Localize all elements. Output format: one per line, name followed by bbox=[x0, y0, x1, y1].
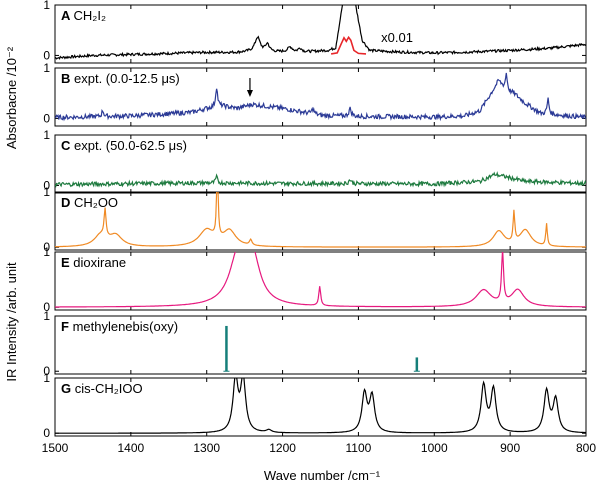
x-tick-label: 800 bbox=[576, 441, 596, 455]
y-tick-label: 1 bbox=[43, 245, 50, 259]
panel-frame bbox=[54, 4, 587, 64]
panel-label: C expt. (50.0-62.5 μs) bbox=[61, 138, 187, 153]
panel-label: G cis-CH₂IOO bbox=[61, 381, 143, 396]
y-tick-label: 0 bbox=[43, 48, 50, 62]
y-axis-label-ir-intensity: IR Intensity /arb. unit bbox=[4, 262, 19, 382]
x-axis-label: Wave number /cm⁻¹ bbox=[264, 468, 381, 483]
panel-frame bbox=[54, 315, 587, 375]
panel-label: D CH₂OO bbox=[61, 195, 118, 210]
inset-series bbox=[330, 35, 367, 55]
x-tick-label: 1000 bbox=[421, 441, 448, 455]
series-B bbox=[55, 72, 586, 122]
panel-F: 0 1 F methylenebis(oxy) bbox=[43, 309, 587, 378]
y-tick-label: 1 bbox=[43, 61, 50, 75]
x-axis: 1500 1400 1300 1200 1100 1000 900 800 bbox=[42, 441, 597, 455]
panel-C: 0 1 C expt. (50.0-62.5 μs) bbox=[43, 128, 587, 194]
panel-label: E dioxirane bbox=[61, 255, 126, 270]
inset-label: x0.01 bbox=[381, 30, 413, 45]
panel-frame bbox=[54, 377, 587, 437]
panel-A: 0 1 A CH₂I₂ x0.01 bbox=[43, 0, 587, 64]
x-tick-label: 900 bbox=[500, 441, 520, 455]
panel-B: 0 1 B expt. (0.0-12.5 μs) bbox=[43, 61, 587, 127]
panel-frame bbox=[54, 191, 587, 251]
x-tick-label: 1400 bbox=[118, 441, 145, 455]
series-A bbox=[55, 5, 586, 60]
panel-label: B expt. (0.0-12.5 μs) bbox=[61, 71, 180, 86]
panel-E: 0 1 E dioxirane bbox=[43, 245, 587, 314]
y-tick-label: 0 bbox=[43, 240, 50, 254]
panel-frame bbox=[54, 67, 587, 127]
y-tick-label: 0 bbox=[43, 426, 50, 440]
series-D bbox=[55, 192, 586, 248]
panel-D: 0 1 D CH₂OO bbox=[43, 185, 587, 254]
panel-G: 0 1 G cis-CH₂IOO bbox=[43, 371, 587, 440]
y-tick-label: 0 bbox=[43, 178, 50, 192]
panel-label: A CH₂I₂ bbox=[61, 8, 106, 23]
series-C bbox=[55, 171, 586, 188]
x-tick-label: 1500 bbox=[42, 441, 69, 455]
y-axis-label-absorbance: Absorbacne /10⁻² bbox=[4, 46, 19, 149]
panel-frame bbox=[54, 251, 587, 311]
x-tick-label: 1100 bbox=[346, 441, 372, 455]
y-tick-label: 1 bbox=[43, 309, 50, 323]
y-tick-label: 0 bbox=[43, 111, 50, 125]
x-tick-label: 1300 bbox=[193, 441, 220, 455]
y-tick-label: 0 bbox=[43, 300, 50, 314]
series-G bbox=[55, 378, 586, 434]
panel-label: F methylenebis(oxy) bbox=[61, 319, 178, 334]
panel-frame bbox=[54, 134, 587, 194]
arrow-head bbox=[246, 90, 253, 97]
y-tick-label: 1 bbox=[43, 0, 50, 12]
y-tick-label: 1 bbox=[43, 128, 50, 142]
series-E bbox=[55, 252, 586, 308]
y-tick-label: 1 bbox=[43, 371, 50, 385]
x-tick-label: 1200 bbox=[269, 441, 296, 455]
y-tick-label: 0 bbox=[43, 364, 50, 378]
y-tick-label: 1 bbox=[43, 185, 50, 199]
